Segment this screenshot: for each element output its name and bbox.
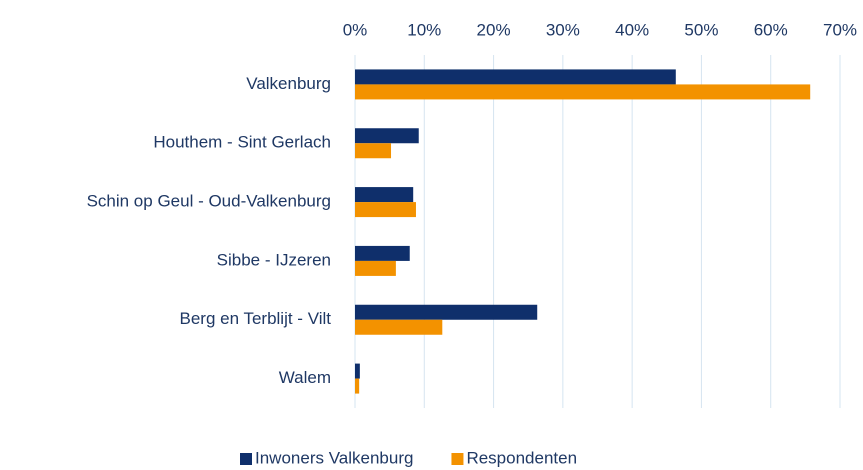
bar (355, 84, 811, 100)
bar (355, 128, 419, 144)
y-tick-label: Valkenburg (246, 74, 331, 93)
y-tick-label: Sibbe - IJzeren (217, 250, 331, 269)
bar (355, 378, 360, 394)
x-tick-label: 20% (477, 20, 511, 39)
legend-label: Respondenten (466, 448, 577, 467)
bar (355, 363, 360, 379)
bar (355, 69, 676, 85)
bar (355, 245, 410, 261)
y-tick-label: Berg en Terblijt - Vilt (180, 309, 332, 328)
bar (355, 304, 538, 320)
x-tick-label: 40% (615, 20, 649, 39)
legend-swatch (451, 453, 464, 465)
bar (355, 202, 416, 218)
x-tick-label: 50% (684, 20, 718, 39)
x-tick-label: 60% (754, 20, 788, 39)
y-tick-label: Walem (279, 368, 331, 387)
legend-label: Inwoners Valkenburg (255, 448, 413, 467)
y-tick-label: Schin op Geul - Oud-Valkenburg (87, 192, 331, 211)
bar (355, 187, 414, 203)
legend-swatch (240, 453, 252, 465)
bar (355, 143, 392, 159)
y-tick-label: Houthem - Sint Gerlach (153, 133, 331, 152)
x-tick-label: 30% (546, 20, 580, 39)
x-tick-label: 10% (407, 20, 441, 39)
x-tick-label: 70% (823, 20, 857, 39)
bar (355, 319, 443, 335)
x-tick-label: 0% (343, 20, 368, 39)
bar (355, 260, 396, 276)
